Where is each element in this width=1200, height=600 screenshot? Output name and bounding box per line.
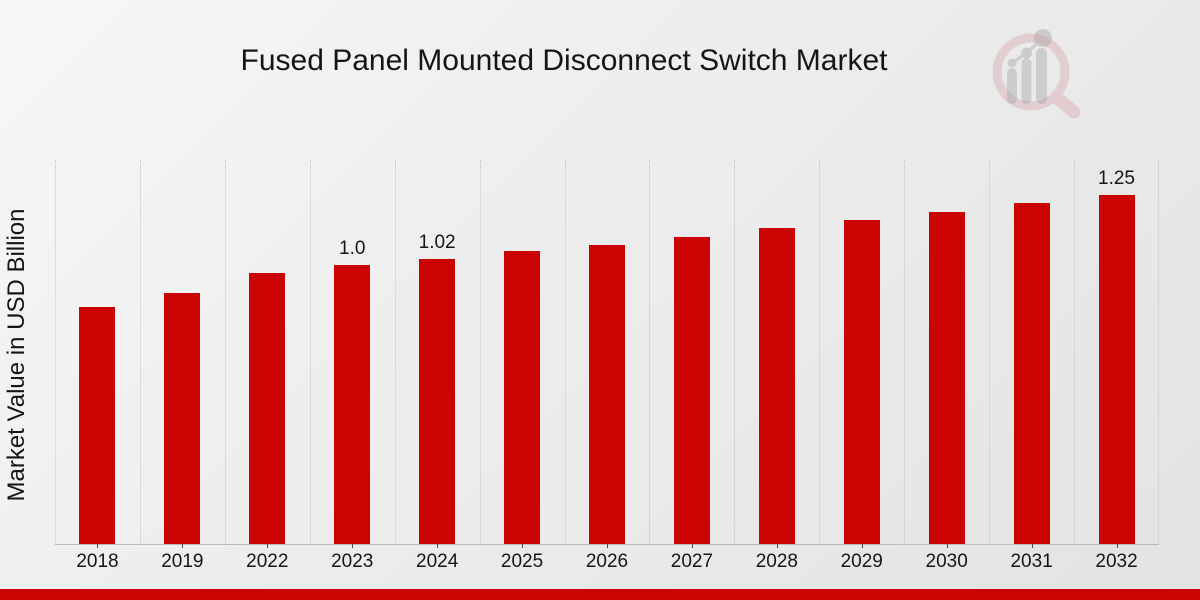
x-axis-tick	[522, 544, 524, 548]
market-research-magnifier-logo-icon	[992, 29, 1081, 119]
bar-category-cell: 2031	[989, 160, 1074, 572]
bar-series: 2018 2019 2022 1.0 2023 1.02 2024 2025 2…	[55, 160, 1159, 572]
bar-category-cell: 2029	[819, 160, 904, 572]
x-axis-tick-label: 2018	[76, 551, 119, 572]
x-axis-tick-label: 2026	[585, 551, 629, 572]
x-axis-tick-label: 2027	[670, 551, 714, 572]
bar-chart-plot-area: 2018 2019 2022 1.0 2023 1.02 2024 2025 2…	[55, 160, 1159, 572]
bar	[758, 228, 795, 544]
gridline	[55, 160, 56, 544]
x-axis-tick	[352, 544, 354, 548]
x-axis-tick-label: 2030	[925, 551, 968, 572]
bar-value-label: 1.02	[418, 232, 456, 254]
x-axis-tick-label: 2032	[1095, 551, 1138, 572]
gridline	[904, 160, 906, 544]
bar-category-cell: 1.25 2032	[1074, 160, 1159, 572]
x-axis-tick	[606, 544, 608, 548]
x-axis-tick	[691, 544, 693, 548]
bar	[588, 245, 625, 544]
x-axis-tick-label: 2022	[246, 551, 289, 572]
bar	[334, 264, 371, 544]
bar-category-cell: 2022	[225, 160, 310, 572]
gridline	[224, 160, 226, 544]
x-axis-tick	[946, 544, 948, 548]
bar-category-cell: 2026	[565, 160, 650, 572]
x-axis-tick-label: 2024	[416, 551, 459, 572]
chart-title: Fused Panel Mounted Disconnect Switch Ma…	[240, 44, 888, 77]
x-axis-tick	[437, 544, 439, 548]
x-axis-tick	[267, 544, 269, 548]
bar-category-cell: 2018	[55, 160, 140, 572]
gridline	[989, 160, 991, 544]
bar	[673, 236, 710, 544]
bar-category-cell: 2019	[140, 160, 225, 572]
bar	[164, 292, 201, 544]
bar	[79, 306, 116, 544]
x-axis-tick	[182, 544, 184, 548]
bar	[249, 273, 286, 544]
x-axis-tick-label: 2028	[755, 551, 798, 572]
x-axis-tick-label: 2031	[1010, 551, 1053, 572]
bar-category-cell: 2028	[734, 160, 819, 572]
x-axis-tick-label: 2029	[840, 551, 883, 572]
gridline	[479, 160, 481, 544]
gridline	[564, 160, 566, 544]
x-axis-tick	[1116, 544, 1118, 548]
x-axis-tick	[1031, 544, 1033, 548]
bar-category-cell: 1.02 2024	[395, 160, 480, 572]
gridline	[819, 160, 821, 544]
bar	[843, 220, 880, 544]
gridline	[649, 160, 651, 544]
bar	[1098, 194, 1135, 544]
gridline	[1074, 160, 1076, 544]
x-axis-tick-label: 2019	[161, 551, 204, 572]
bar	[1013, 203, 1050, 544]
bar-category-cell: 2030	[904, 160, 989, 572]
x-axis-tick-label: 2025	[500, 551, 544, 572]
bar-category-cell: 1.0 2023	[310, 160, 395, 572]
gridline	[394, 160, 396, 544]
footer-accent-bar	[0, 589, 1200, 600]
bar	[928, 211, 965, 544]
bar-category-cell: 2025	[480, 160, 565, 572]
gridline	[1158, 160, 1159, 544]
bar-value-label: 1.0	[339, 237, 366, 259]
y-axis-label: Market Value in USD Billion	[3, 208, 30, 502]
x-axis-tick	[861, 544, 863, 548]
bar	[419, 259, 456, 544]
gridline	[309, 160, 311, 544]
bar-category-cell: 2027	[649, 160, 734, 572]
gridline	[734, 160, 736, 544]
bar-value-label: 1.25	[1098, 167, 1136, 189]
x-axis-tick	[776, 544, 778, 548]
x-axis-tick-label: 2023	[331, 551, 374, 572]
gridline	[139, 160, 141, 544]
bar	[504, 250, 541, 544]
x-axis-tick	[97, 544, 99, 548]
